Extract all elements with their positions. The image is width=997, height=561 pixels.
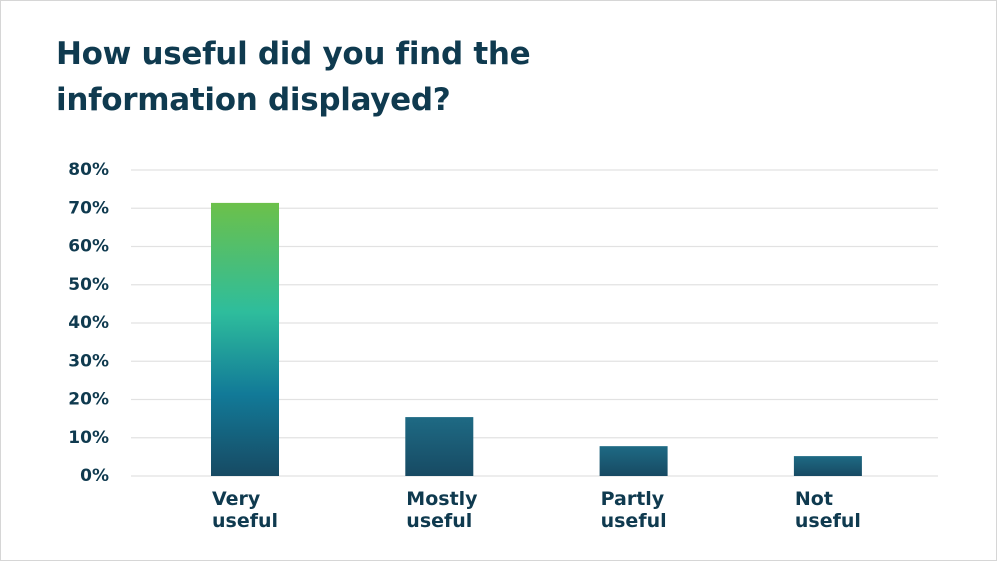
y-tick-label: 10% — [68, 428, 109, 448]
bar — [405, 417, 474, 476]
x-tick-label: Very useful — [212, 488, 279, 532]
y-tick-label: 20% — [68, 390, 109, 410]
x-tick-label: Not useful — [794, 488, 861, 532]
bar — [599, 446, 668, 476]
bar — [211, 202, 279, 476]
y-tick-label: 50% — [68, 275, 109, 295]
x-tick-label: Mostly useful — [406, 488, 478, 532]
chart-title: How useful did you find the information … — [56, 36, 531, 118]
y-tick-label: 0% — [80, 466, 109, 486]
y-tick-label: 30% — [68, 351, 109, 371]
y-tick-label: 80% — [68, 160, 109, 180]
x-tick-label: Partly useful — [600, 488, 667, 532]
y-tick-label: 40% — [68, 313, 109, 333]
y-tick-label: 60% — [68, 237, 109, 257]
y-tick-label: 70% — [68, 198, 109, 218]
bar — [793, 456, 862, 476]
